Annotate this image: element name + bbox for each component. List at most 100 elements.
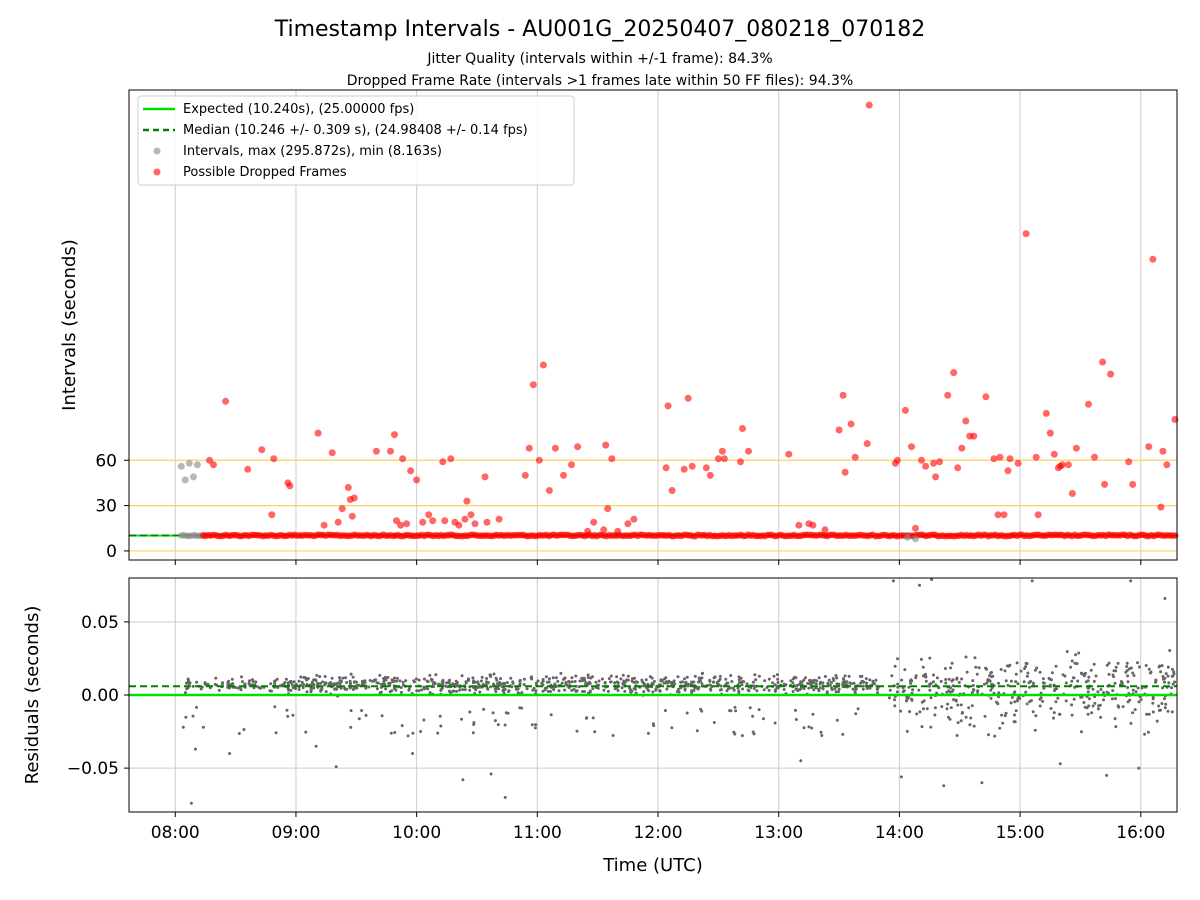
residual-point xyxy=(1049,678,1053,682)
residual-point xyxy=(853,689,857,693)
residual-point xyxy=(1009,701,1013,705)
residual-point xyxy=(918,583,921,587)
residual-point xyxy=(944,678,948,681)
dropped-frame-point xyxy=(545,487,553,494)
residual-point xyxy=(993,734,997,738)
residual-point xyxy=(911,688,915,692)
residual-point xyxy=(1126,680,1130,684)
residual-point xyxy=(461,688,465,692)
residual-point xyxy=(920,700,924,704)
residual-point xyxy=(195,680,199,684)
residual-point xyxy=(530,723,534,727)
residual-point xyxy=(804,676,807,680)
residual-point xyxy=(921,665,925,669)
residual-point xyxy=(808,682,812,686)
residual-point xyxy=(1163,697,1166,701)
residual-point xyxy=(929,681,933,685)
residual-point xyxy=(907,685,911,689)
residual-point xyxy=(677,687,680,691)
residual-point xyxy=(1166,665,1170,669)
residual-point xyxy=(823,675,827,678)
residual-point xyxy=(582,676,586,680)
dropped-frame-point xyxy=(932,473,940,481)
residual-point xyxy=(1117,705,1121,709)
dropped-frame-point xyxy=(1068,490,1076,497)
dropped-frame-point xyxy=(338,505,346,513)
residual-point xyxy=(382,677,386,680)
residual-point xyxy=(289,681,293,684)
residual-point xyxy=(1041,677,1045,681)
dropped-frame-point xyxy=(403,520,411,528)
residual-point xyxy=(1013,713,1016,717)
residual-point xyxy=(841,732,845,736)
residual-point xyxy=(368,679,372,682)
residual-point xyxy=(832,678,836,682)
residual-point xyxy=(835,676,839,680)
residual-point xyxy=(525,687,529,691)
residual-point xyxy=(351,688,355,691)
legend-median-label: Median (10.246 +/- 0.309 s), (24.98408 +… xyxy=(183,123,528,138)
dropped-frame-point xyxy=(481,473,489,481)
residual-point xyxy=(1082,701,1086,704)
residual-point xyxy=(709,687,712,691)
residual-point xyxy=(1092,679,1096,683)
residual-point xyxy=(1054,664,1058,668)
residual-point xyxy=(243,682,247,686)
residual-point xyxy=(677,690,681,694)
residual-point xyxy=(990,671,993,674)
residual-point xyxy=(1080,730,1083,734)
dropped-frame-point xyxy=(584,527,592,535)
residual-point xyxy=(933,713,937,717)
residual-point xyxy=(776,686,780,690)
residual-point xyxy=(1136,686,1140,690)
residual-point xyxy=(1154,678,1158,682)
dropped-frame-point xyxy=(1129,480,1137,488)
residual-point xyxy=(871,679,875,683)
residual-point xyxy=(309,688,313,692)
residual-point xyxy=(752,687,756,690)
residual-point xyxy=(1004,711,1008,715)
intervals-axes-frame xyxy=(128,89,1178,561)
residual-point xyxy=(701,671,704,675)
residual-point xyxy=(712,680,716,684)
residual-point xyxy=(1170,710,1174,714)
residual-point xyxy=(594,680,598,684)
dropped-frame-point xyxy=(745,447,752,455)
residual-point xyxy=(330,676,334,680)
residual-point xyxy=(439,688,443,692)
residual-point xyxy=(294,687,297,691)
residual-point xyxy=(240,675,243,679)
residual-point xyxy=(633,686,637,690)
residual-point xyxy=(543,687,547,691)
residual-point xyxy=(985,681,989,685)
residual-point xyxy=(1171,674,1175,678)
residual-point xyxy=(973,656,977,660)
residual-point xyxy=(1033,728,1037,732)
residual-point xyxy=(935,676,939,680)
residual-point xyxy=(763,679,767,683)
residual-point xyxy=(818,686,822,690)
dropped-frame-point xyxy=(1125,458,1133,466)
residual-point xyxy=(919,657,923,661)
residual-point xyxy=(1025,674,1029,678)
residual-point xyxy=(1096,707,1100,711)
residual-point xyxy=(321,680,324,684)
dropped-frame-point xyxy=(1034,511,1042,519)
residual-point xyxy=(719,684,723,688)
residual-point xyxy=(947,677,951,681)
residual-point xyxy=(318,682,322,685)
residual-point xyxy=(1121,705,1125,709)
residual-point xyxy=(1160,702,1164,705)
residual-point xyxy=(726,687,730,691)
residual-point xyxy=(914,676,918,680)
residual-point xyxy=(748,706,752,710)
residual-point xyxy=(386,676,390,679)
residual-point xyxy=(955,676,959,680)
residual-point xyxy=(918,710,922,714)
residual-point xyxy=(757,708,761,712)
residual-point xyxy=(1155,719,1159,723)
residual-point xyxy=(254,680,258,684)
dropped-frame-point xyxy=(1099,358,1107,366)
residual-point xyxy=(602,688,606,692)
residual-point xyxy=(1125,665,1129,668)
